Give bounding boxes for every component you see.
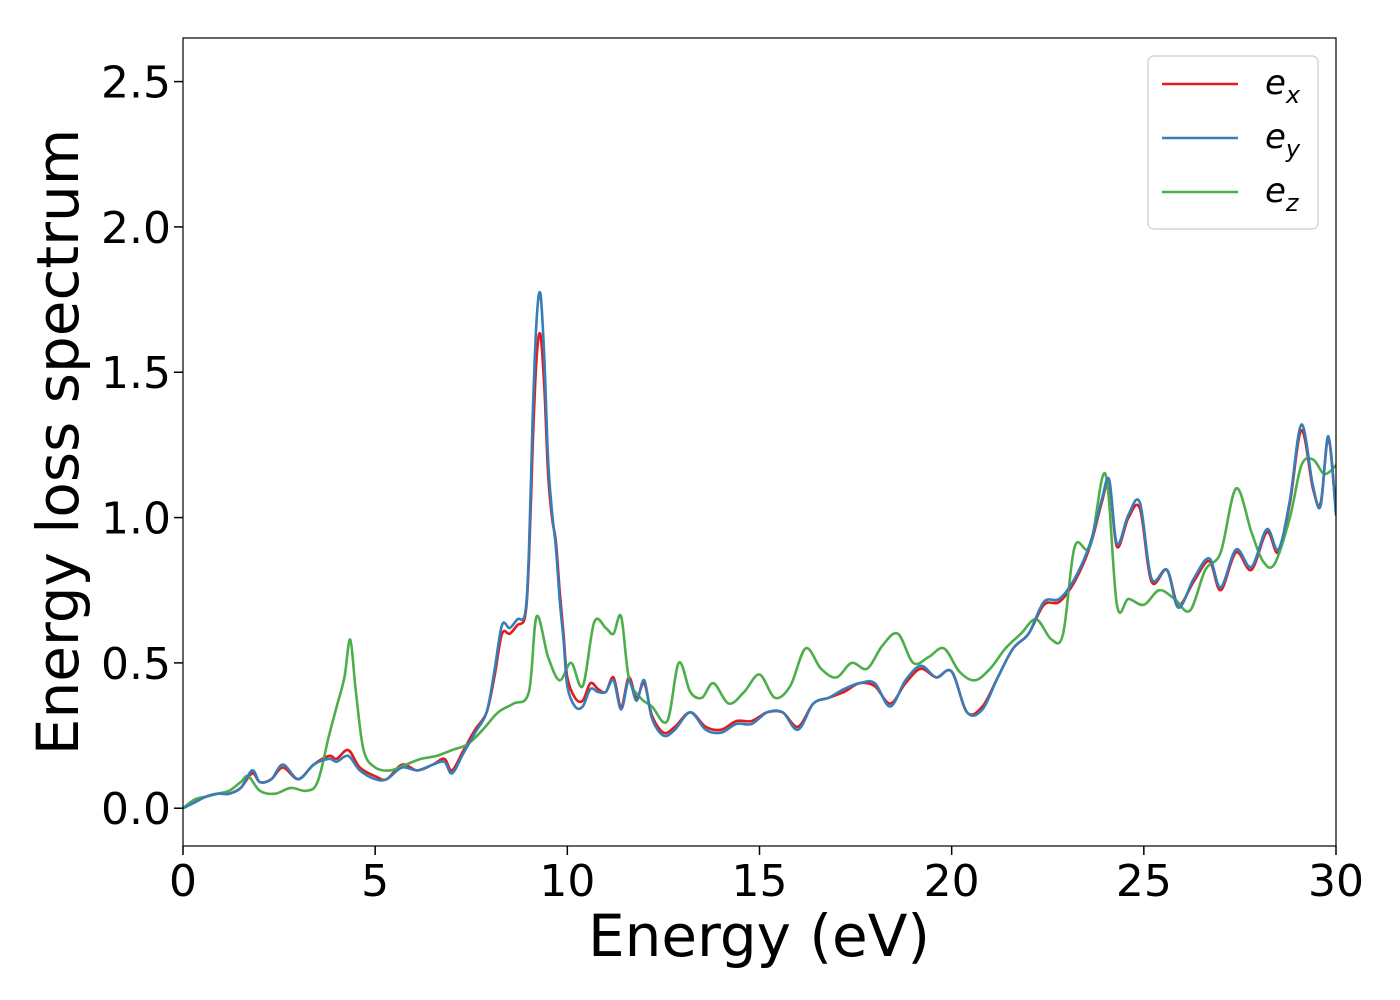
x-tick-label: 5 [361,856,389,907]
y-tick-label: 1.5 [101,348,171,399]
legend-label-base: e [1265,117,1286,157]
x-tick-label: 0 [169,856,197,907]
y-tick-label: 2.0 [101,203,171,254]
y-tick-label: 2.5 [101,58,171,109]
x-tick-label: 30 [1308,856,1364,907]
y-tick-label: 1.0 [101,494,171,545]
x-tick-label: 10 [539,856,595,907]
legend-label-x: ex [1265,63,1301,109]
y-axis: 0.0 0.5 1.0 1.5 2.0 2.5 [101,58,183,835]
series-line-y [183,290,1336,810]
y-axis-label: Energy loss spectrum [24,129,92,755]
legend-box [1147,55,1319,230]
x-tick-label: 25 [1116,856,1172,907]
series-line-z [183,456,1336,810]
x-tick-label: 20 [924,856,980,907]
x-tick-label: 15 [732,856,788,907]
x-axis: 0 5 10 15 20 25 30 [169,846,1364,907]
series-layer [183,290,1336,810]
legend-label-subscript: z [1285,189,1300,217]
y-tick-label: 0.0 [101,784,171,835]
x-axis-label: Energy (eV) [588,902,930,970]
legend-label-z: ez [1265,171,1300,217]
legend-label-subscript: y [1285,135,1301,163]
legend-label-subscript: x [1285,81,1301,109]
legend-label-base: e [1265,63,1286,103]
y-tick-label: 0.5 [101,639,171,690]
legend-label-y: ey [1265,117,1301,163]
legend-label-base: e [1265,171,1286,211]
